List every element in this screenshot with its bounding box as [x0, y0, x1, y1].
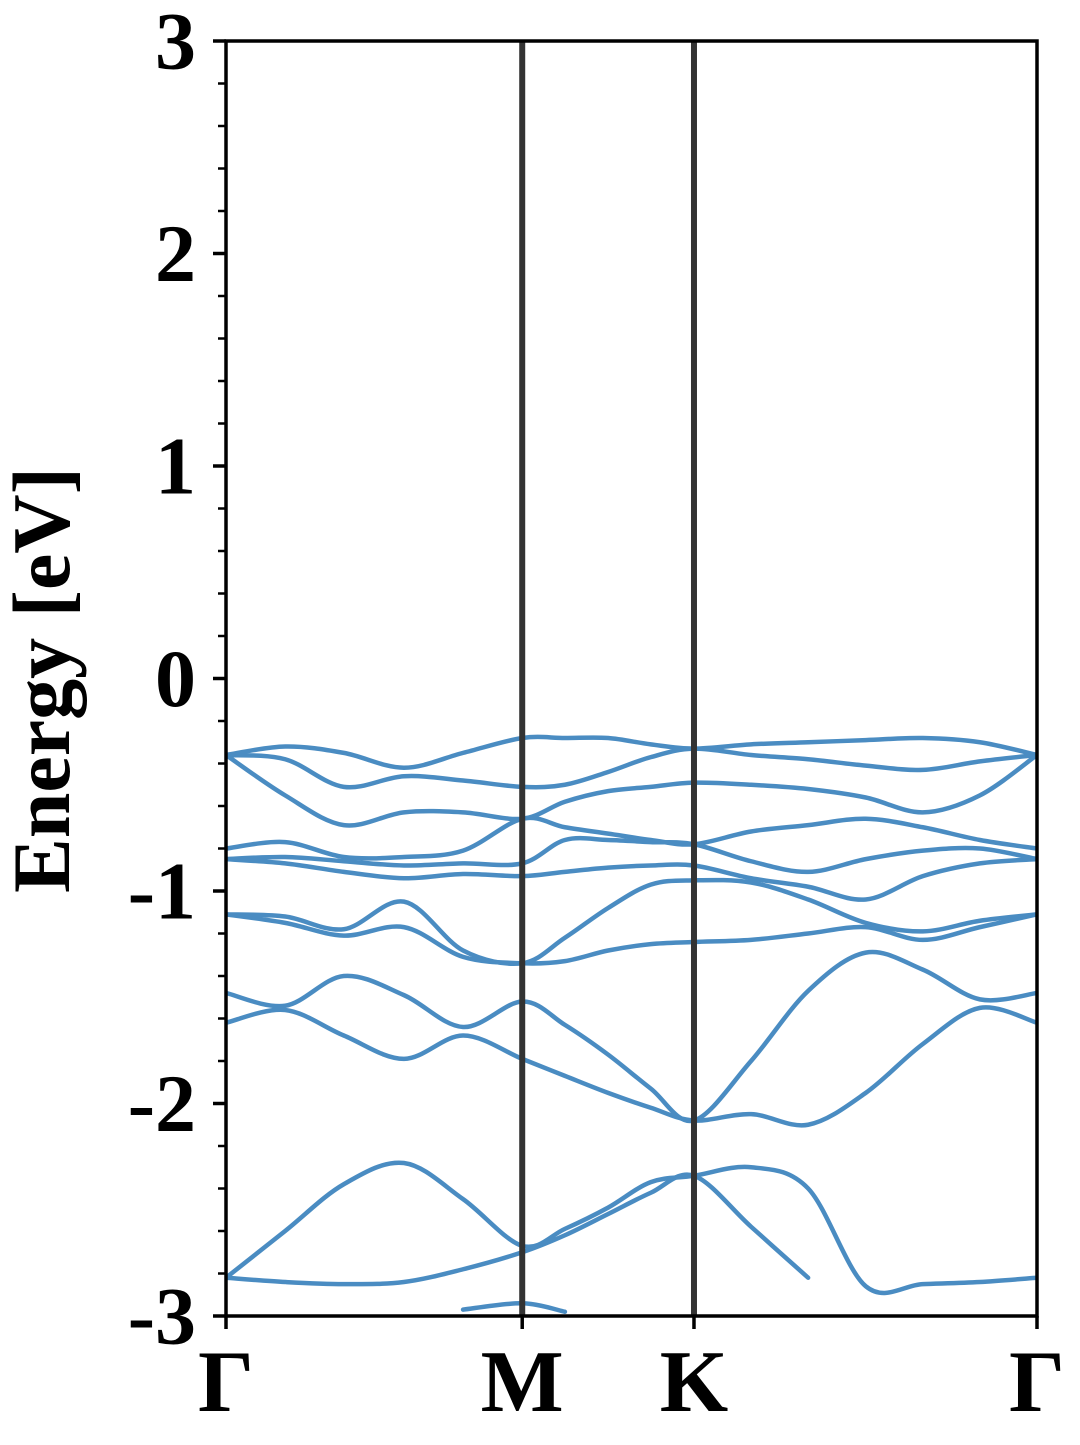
band-line: [226, 1172, 811, 1287]
x-tick-label: K: [660, 1334, 728, 1431]
band-line: [226, 746, 1037, 790]
x-tick-label: Γ: [198, 1334, 254, 1431]
band-line: [226, 856, 1037, 902]
band-line: [226, 1160, 1037, 1296]
y-tick-label: 0: [155, 633, 196, 724]
y-tick-label: 1: [155, 421, 196, 512]
y-tick-label: -1: [128, 846, 196, 937]
y-tick-label: 2: [155, 208, 196, 299]
plot-frame: [224, 39, 1039, 1318]
x-tick-label: Γ: [1009, 1334, 1065, 1431]
y-tick-label: -2: [128, 1058, 196, 1149]
band-line: [226, 835, 1037, 875]
band-line: [226, 752, 1037, 828]
band-line: [226, 734, 1037, 770]
band-line: [226, 912, 1037, 966]
band-line: [226, 877, 1037, 966]
band-line: [226, 815, 1037, 861]
band-line: [226, 949, 1037, 1124]
y-tick-label: 3: [155, 0, 196, 87]
band-line: [226, 1005, 1037, 1128]
y-tick-label: -3: [128, 1271, 196, 1362]
band-line: [460, 1300, 568, 1314]
bands: [226, 734, 1037, 1314]
x-tick-label: M: [481, 1334, 564, 1431]
y-axis-label: Energy [eV]: [0, 467, 87, 893]
